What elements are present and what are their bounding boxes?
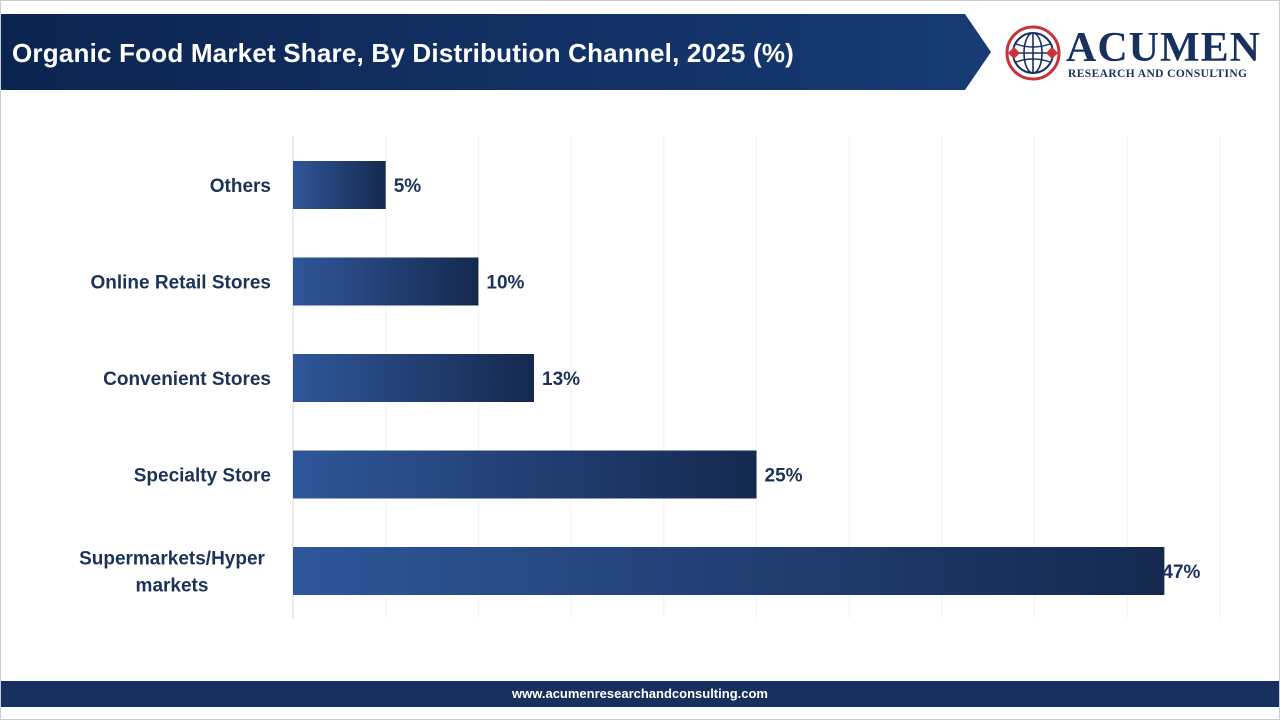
category-label: Others <box>210 176 271 197</box>
bar <box>293 354 535 402</box>
footer-url: www.acumenresearchandconsulting.com <box>512 686 768 701</box>
globe-icon <box>1005 25 1061 81</box>
company-logo: ACUMEN RESEARCH AND CONSULTING <box>1004 22 1264 84</box>
bar <box>293 161 386 209</box>
logo-name: ACUMEN <box>1066 25 1261 71</box>
bar <box>293 547 1165 595</box>
category-label: Specialty Store <box>134 466 271 487</box>
value-label: 47% <box>1162 562 1200 583</box>
bar <box>293 450 757 499</box>
page-title: Organic Food Market Share, By Distributi… <box>12 38 795 68</box>
footer-bar: www.acumenresearchandconsulting.com <box>1 681 1279 707</box>
value-label: 5% <box>394 176 422 197</box>
header-banner <box>1 14 991 90</box>
category-label: Supermarkets/Hyper markets <box>79 549 265 597</box>
value-label: 25% <box>765 466 803 487</box>
bar <box>293 257 479 306</box>
category-label: Online Retail Stores <box>90 273 271 294</box>
value-label: 13% <box>542 369 580 390</box>
category-label: Convenient Stores <box>103 369 271 390</box>
value-label: 10% <box>486 273 524 294</box>
logo-tagline: RESEARCH AND CONSULTING <box>1068 68 1248 80</box>
